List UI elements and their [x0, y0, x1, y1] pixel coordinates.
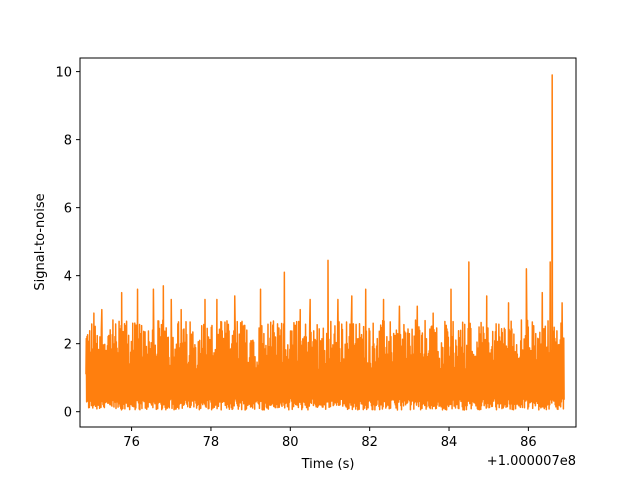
x-axis-label: Time (s)	[301, 457, 355, 472]
series-line	[85, 74, 565, 411]
x-axis: 76 78 80 82 84 86	[123, 427, 537, 450]
y-tick-label: 8	[64, 134, 72, 149]
x-offset-label: +1.000007e8	[487, 454, 576, 469]
y-axis: 0 2 4 6 8 10	[55, 66, 80, 421]
y-axis-label: Signal-to-noise	[33, 193, 48, 290]
y-tick-label: 6	[64, 202, 72, 217]
x-tick-label: 76	[123, 435, 140, 450]
y-tick-label: 4	[64, 270, 72, 285]
x-tick-label: 86	[520, 435, 537, 450]
x-tick-label: 84	[441, 435, 458, 450]
plot-frame	[79, 57, 577, 428]
y-tick-label: 0	[64, 406, 72, 421]
x-tick-label: 80	[282, 435, 299, 450]
y-tick-label: 10	[55, 66, 72, 81]
y-tick-label: 2	[64, 338, 72, 353]
x-tick-label: 82	[361, 435, 378, 450]
series-layer	[85, 74, 565, 411]
x-tick-label: 78	[203, 435, 220, 450]
